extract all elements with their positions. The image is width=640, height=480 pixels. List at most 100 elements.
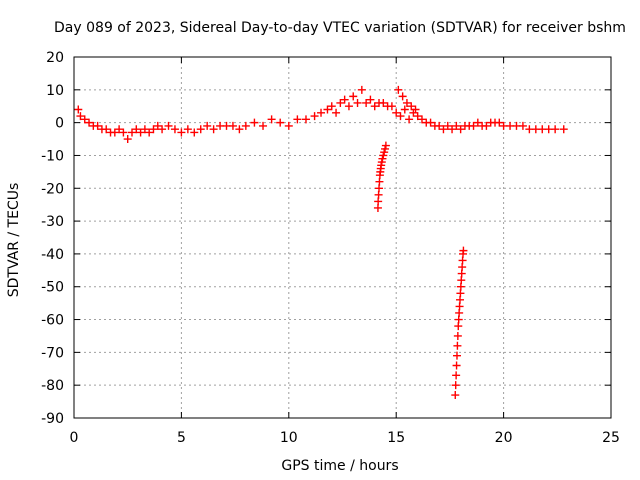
data-point [452, 121, 461, 130]
data-point [76, 112, 85, 121]
data-point [80, 115, 89, 124]
y-tick-label: -70 [41, 345, 64, 361]
data-point [301, 115, 310, 124]
data-point [276, 118, 285, 127]
data-point [284, 121, 293, 130]
data-point [439, 125, 448, 134]
data-point [387, 102, 396, 111]
data-point [452, 351, 461, 360]
data-point [74, 105, 83, 114]
x-tick-label: 20 [495, 430, 513, 446]
y-tick-label: -80 [41, 378, 64, 394]
data-point [370, 102, 379, 111]
plot-frame [73, 56, 612, 419]
y-tick-label: -40 [41, 247, 64, 263]
data-point [228, 121, 237, 130]
data-point [405, 115, 414, 124]
data-point [145, 128, 154, 137]
y-tick-label: -20 [41, 181, 64, 197]
y-tick-label: -30 [41, 214, 64, 230]
data-point [340, 95, 349, 104]
x-axis-label: GPS time / hours [281, 458, 398, 474]
data-point [459, 246, 468, 255]
x-tick-label: 25 [602, 430, 620, 446]
data-point [267, 115, 276, 124]
data-point [417, 115, 426, 124]
data-point [443, 121, 452, 130]
data-point [473, 118, 482, 127]
y-tick-label: 0 [55, 116, 64, 132]
data-point [132, 125, 141, 134]
data-point [102, 125, 111, 134]
y-tick-label: -10 [41, 148, 64, 164]
data-point [158, 125, 167, 134]
data-point [413, 112, 422, 121]
data-point [259, 121, 268, 130]
data-point [332, 108, 341, 117]
x-tick-label: 0 [70, 430, 79, 446]
y-tick-label: 10 [46, 83, 64, 99]
y-tick-label: -50 [41, 280, 64, 296]
data-point [353, 98, 362, 107]
data-point [435, 121, 444, 130]
data-point [357, 85, 366, 94]
data-point [310, 112, 319, 121]
x-tick-label: 15 [387, 430, 405, 446]
data-point [170, 125, 179, 134]
data-point [123, 135, 132, 144]
data-point [453, 331, 462, 340]
data-point [164, 121, 173, 130]
data-point [317, 108, 326, 117]
data-point [411, 105, 420, 114]
data-point [381, 141, 390, 150]
data-point [551, 125, 560, 134]
data-point [327, 102, 336, 111]
data-point [183, 125, 192, 134]
data-point [396, 112, 405, 121]
x-tick-label: 5 [177, 430, 186, 446]
data-point [209, 125, 218, 134]
data-markers [74, 85, 568, 400]
data-point [407, 102, 416, 111]
data-point [402, 98, 411, 107]
data-point [426, 118, 435, 127]
data-point [451, 391, 460, 400]
data-point [136, 128, 145, 137]
data-point [453, 341, 462, 350]
data-point [127, 128, 136, 137]
data-point [469, 121, 478, 130]
data-point [115, 125, 124, 134]
data-point [366, 95, 375, 104]
data-point [344, 102, 353, 111]
data-point [323, 105, 332, 114]
data-point [559, 125, 568, 134]
data-point [293, 115, 302, 124]
data-point [349, 92, 358, 101]
data-point [452, 371, 461, 380]
data-point [85, 118, 94, 127]
y-axis-label: SDTVAR / TECUs [6, 183, 22, 298]
data-point [362, 98, 371, 107]
data-point [241, 121, 250, 130]
y-tick-label: -60 [41, 313, 64, 329]
data-point [203, 121, 212, 130]
x-tick-label: 10 [280, 430, 298, 446]
data-point [451, 381, 460, 390]
data-point [235, 125, 244, 134]
data-point [452, 361, 461, 370]
data-point [392, 108, 401, 117]
data-point [196, 125, 205, 134]
data-point [482, 121, 491, 130]
data-point [110, 128, 119, 137]
data-point [250, 118, 259, 127]
data-point [400, 105, 409, 114]
data-point [456, 125, 465, 134]
data-point [177, 128, 186, 137]
data-point [93, 121, 102, 130]
data-point [398, 92, 407, 101]
data-point [153, 121, 162, 130]
tick-labels: 0 5 10 15 20 25 20 10 0 -10 -20 -30 -40 -50 -60 -70 -80 -… [41, 50, 620, 446]
data-point [495, 118, 504, 127]
